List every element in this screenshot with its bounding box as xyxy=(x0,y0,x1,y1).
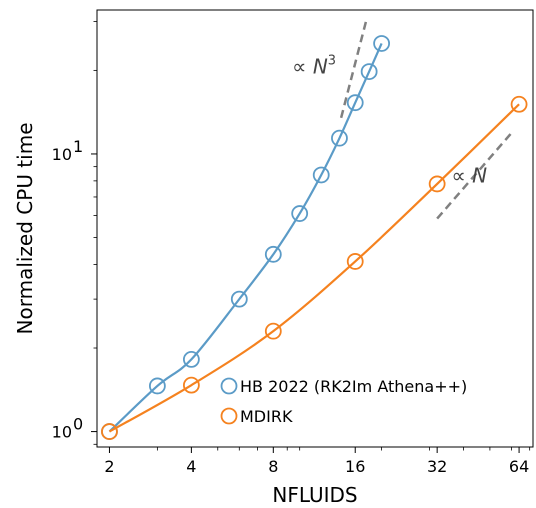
axes-frame xyxy=(96,9,534,448)
series-line-1 xyxy=(108,103,520,433)
x-tick-label: 2 xyxy=(104,457,114,476)
series-0-point xyxy=(230,290,248,308)
x-tick-label: 32 xyxy=(427,457,447,476)
scaling-guide-line-0 xyxy=(339,19,368,119)
x-tick-label: 4 xyxy=(186,457,196,476)
series-0-point xyxy=(148,377,166,395)
x-tick-label: 8 xyxy=(268,457,278,476)
series-1-point xyxy=(182,376,200,394)
series-0-point xyxy=(264,245,282,263)
series-1-point xyxy=(264,322,282,340)
series-0-point xyxy=(360,63,378,80)
legend-entry-0: HB 2022 (RK2Im Athena++) xyxy=(240,377,467,396)
series-1-point xyxy=(428,175,446,193)
y-tick-label: 10 xyxy=(52,145,72,164)
x-axis-label: NFLUIDS xyxy=(272,483,357,507)
series-layer xyxy=(101,35,528,440)
legend-marker-1 xyxy=(220,407,238,425)
legend: HB 2022 (RK2Im Athena++) MDIRK xyxy=(220,377,467,426)
series-1-point xyxy=(101,423,118,440)
series-1-point xyxy=(510,95,528,113)
y-tick-label: 10 xyxy=(52,423,72,442)
series-0-point xyxy=(331,129,348,147)
legend-entry-1: MDIRK xyxy=(240,407,293,426)
series-0-point xyxy=(346,94,364,112)
series-line-0 xyxy=(108,43,383,433)
y-tick-exponent: 0 xyxy=(73,415,83,434)
scaling-annotation-0: ∝ N3 xyxy=(292,53,336,78)
x-axis-ticks: 2 4 8 16 32 64 xyxy=(104,447,531,476)
series-0-point xyxy=(182,350,200,368)
scaling-guide-line-1 xyxy=(436,132,513,220)
x-tick-label: 16 xyxy=(345,457,365,476)
x-tick-label: 64 xyxy=(509,457,529,476)
scaling-annotation-1: ∝ N xyxy=(451,163,487,187)
series-1-point xyxy=(346,253,364,270)
legend-marker-0 xyxy=(220,377,238,395)
series-0-point xyxy=(373,35,391,52)
plot-area: ∝ N3 ∝ N xyxy=(96,9,534,448)
y-axis-label: Normalized CPU time xyxy=(13,123,37,335)
y-tick-exponent: 1 xyxy=(73,137,83,156)
annotations: ∝ N3 ∝ N xyxy=(292,19,513,220)
series-0-point xyxy=(312,166,330,184)
series-0-point xyxy=(291,205,309,222)
